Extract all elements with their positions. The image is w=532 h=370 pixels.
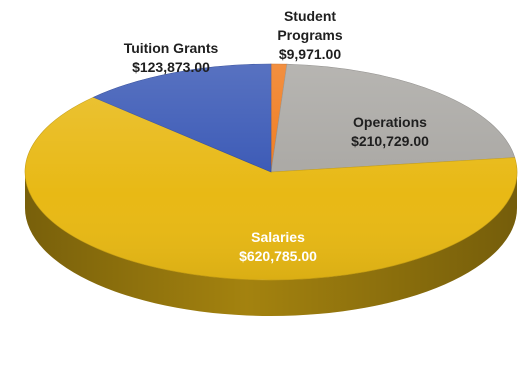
slice-value-operations: $210,729.00 <box>351 133 429 149</box>
pie-labels-layer: Student Programs $9,971.00 Operations $210,7… <box>124 8 429 264</box>
slice-name-operations: Operations <box>353 114 427 130</box>
slice-name-tuition-grants: Tuition Grants <box>124 40 219 56</box>
slice-name-salaries: Salaries <box>251 229 305 245</box>
pie-top-highlight <box>25 64 517 280</box>
slice-label-tuition-grants: Tuition Grants $123,873.00 <box>124 40 219 75</box>
pie-side-layer <box>25 172 517 316</box>
slice-label-operations: Operations $210,729.00 <box>351 114 429 149</box>
slice-value-salaries: $620,785.00 <box>239 248 317 264</box>
slice-label-student-programs: Student Programs $9,971.00 <box>277 8 343 62</box>
slice-label-salaries: Salaries $620,785.00 <box>239 229 317 264</box>
slice-value-tuition-grants: $123,873.00 <box>132 59 210 75</box>
pie-slice-side-shading-salaries <box>25 172 517 316</box>
slice-name-student-programs: Student <box>284 8 336 24</box>
slice-name-student-programs: Programs <box>277 27 343 43</box>
pie-top-layer <box>24 63 518 281</box>
slice-value-student-programs: $9,971.00 <box>279 46 341 62</box>
